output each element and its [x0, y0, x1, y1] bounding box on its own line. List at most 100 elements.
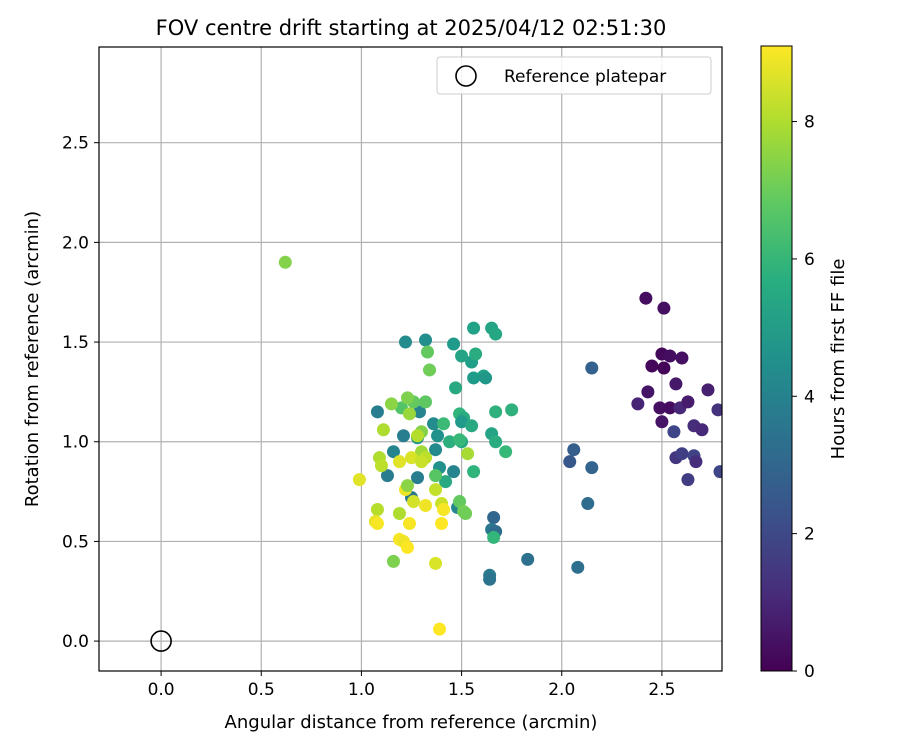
- data-point: [675, 447, 689, 461]
- data-points: [278, 255, 722, 636]
- data-point: [453, 433, 467, 447]
- data-point: [402, 407, 416, 421]
- data-point: [653, 401, 667, 415]
- data-point: [433, 622, 447, 636]
- data-point: [376, 423, 390, 437]
- data-point: [386, 554, 400, 568]
- data-point: [479, 371, 493, 385]
- data-point: [370, 516, 384, 530]
- data-point: [505, 403, 519, 417]
- data-point: [681, 473, 695, 487]
- data-point: [713, 465, 722, 479]
- x-axis-label: Angular distance from reference (arcmin): [225, 712, 598, 733]
- x-tick-label: 2.5: [648, 680, 675, 700]
- legend-label: Reference platepar: [504, 67, 666, 87]
- data-point: [447, 337, 461, 351]
- data-point: [521, 552, 535, 566]
- data-point: [398, 335, 412, 349]
- data-point: [669, 377, 683, 391]
- data-point: [419, 333, 433, 347]
- data-point: [489, 435, 503, 449]
- data-point: [439, 475, 453, 489]
- data-point: [392, 455, 406, 469]
- data-point: [657, 301, 671, 315]
- data-point: [657, 361, 671, 375]
- data-point: [663, 349, 677, 363]
- colorbar-ticks: 0 2 4 6 8: [792, 113, 815, 682]
- data-point: [455, 415, 469, 429]
- data-point: [411, 471, 425, 485]
- data-point: [437, 417, 451, 431]
- data-point: [469, 347, 483, 361]
- x-tick-label: 0.0: [148, 680, 175, 700]
- data-point: [689, 455, 703, 469]
- data-point: [655, 415, 669, 429]
- data-point: [415, 455, 429, 469]
- data-point: [461, 447, 475, 461]
- data-point: [447, 465, 461, 479]
- legend-marker-icon: [455, 65, 477, 87]
- data-point: [681, 395, 695, 409]
- data-point: [499, 445, 513, 459]
- x-axis-ticks: 0.0 0.5 1.0 1.5 2.0 2.5: [148, 671, 675, 700]
- y-tick-label: 2.0: [62, 233, 89, 253]
- data-point: [400, 391, 414, 405]
- data-point: [386, 445, 400, 459]
- data-point: [453, 495, 467, 509]
- data-point: [467, 465, 481, 479]
- data-point: [392, 507, 406, 521]
- data-point: [467, 371, 481, 385]
- data-point: [423, 363, 437, 377]
- data-point: [429, 483, 443, 497]
- data-point: [487, 530, 501, 544]
- data-point: [405, 451, 419, 465]
- data-point: [429, 556, 443, 570]
- data-point: [645, 359, 659, 373]
- data-point: [429, 443, 443, 457]
- data-point: [711, 403, 722, 417]
- colorbar-tick-label: 2: [804, 525, 815, 545]
- data-point: [467, 321, 481, 335]
- y-tick-label: 0.0: [62, 632, 89, 652]
- data-point: [419, 395, 433, 409]
- data-point: [413, 405, 427, 419]
- data-point: [695, 423, 709, 437]
- colorbar-tick-label: 8: [804, 113, 815, 133]
- colorbar: 0 2 4 6 8 Hours from first FF file: [760, 45, 849, 682]
- data-point: [571, 560, 585, 574]
- data-point: [449, 381, 463, 395]
- data-point: [411, 429, 425, 443]
- data-point: [396, 429, 410, 443]
- plot-frame: [98, 46, 723, 672]
- data-point: [455, 349, 469, 363]
- data-point: [585, 461, 599, 475]
- y-tick-label: 1.0: [62, 433, 89, 453]
- data-point: [431, 429, 445, 443]
- data-point: [443, 435, 457, 449]
- x-tick-label: 0.5: [248, 680, 275, 700]
- data-point: [631, 397, 645, 411]
- data-point: [585, 361, 599, 375]
- colorbar-label: Hours from first FF file: [828, 259, 849, 460]
- colorbar-tick-label: 0: [804, 662, 815, 682]
- colorbar-gradient: [760, 45, 793, 672]
- grid-lines: [99, 47, 722, 671]
- data-point: [402, 516, 416, 530]
- y-tick-label: 1.5: [62, 333, 89, 353]
- data-point: [370, 405, 384, 419]
- data-point: [581, 497, 595, 511]
- data-point: [567, 443, 581, 457]
- data-point: [489, 405, 503, 419]
- data-point: [380, 469, 394, 483]
- y-tick-label: 0.5: [62, 532, 89, 552]
- data-point: [487, 510, 501, 524]
- data-point: [663, 401, 677, 415]
- data-point: [427, 417, 441, 431]
- data-point: [639, 291, 653, 305]
- data-point: [641, 385, 655, 399]
- data-point: [437, 503, 451, 517]
- x-tick-label: 1.0: [348, 680, 375, 700]
- data-point: [421, 345, 435, 359]
- data-point: [489, 327, 503, 341]
